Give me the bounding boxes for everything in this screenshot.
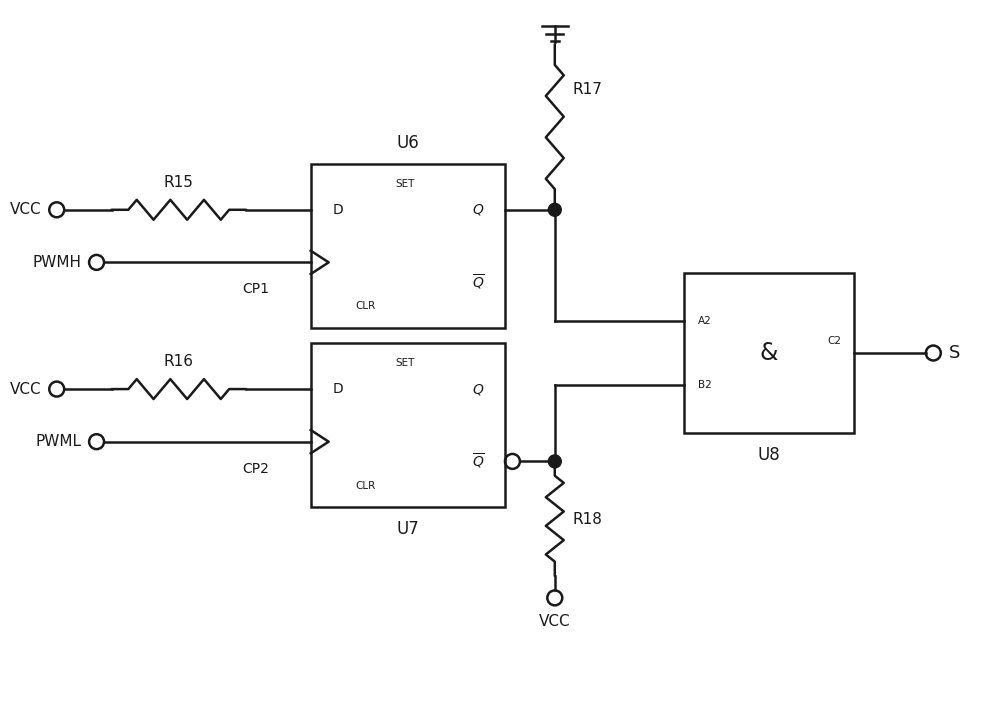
Text: PWMH: PWMH [33,255,82,270]
Text: A2: A2 [698,316,712,326]
Text: R16: R16 [164,354,194,369]
Text: D: D [332,382,343,396]
Text: VCC: VCC [10,381,42,396]
Bar [311,164,505,328]
Text: $\overline{Q}$: $\overline{Q}$ [472,272,485,292]
Text: R15: R15 [164,175,194,190]
Circle shape [548,203,561,216]
Text: CP1: CP1 [242,282,269,297]
Text: SET: SET [396,179,415,189]
Text: VCC: VCC [539,614,571,629]
Bar [684,274,854,433]
Text: C2: C2 [828,336,842,346]
Text: B2: B2 [698,380,712,390]
Text: U6: U6 [396,134,419,151]
Text: CP2: CP2 [243,462,269,475]
Text: PWML: PWML [36,434,82,449]
Text: R18: R18 [573,512,603,527]
Bar [311,343,505,508]
Text: $\overline{Q}$: $\overline{Q}$ [472,452,485,471]
Text: R17: R17 [573,82,603,96]
Text: U8: U8 [758,446,780,464]
Circle shape [548,455,561,468]
Text: VCC: VCC [10,202,42,218]
Text: CLR: CLR [355,480,376,490]
Text: D: D [332,202,343,217]
Text: SET: SET [396,358,415,368]
Text: S: S [949,344,961,362]
Text: U7: U7 [396,521,419,538]
Text: CLR: CLR [355,302,376,311]
Text: $Q$: $Q$ [472,381,484,396]
Text: &: & [760,341,778,365]
Text: $Q$: $Q$ [472,202,484,218]
